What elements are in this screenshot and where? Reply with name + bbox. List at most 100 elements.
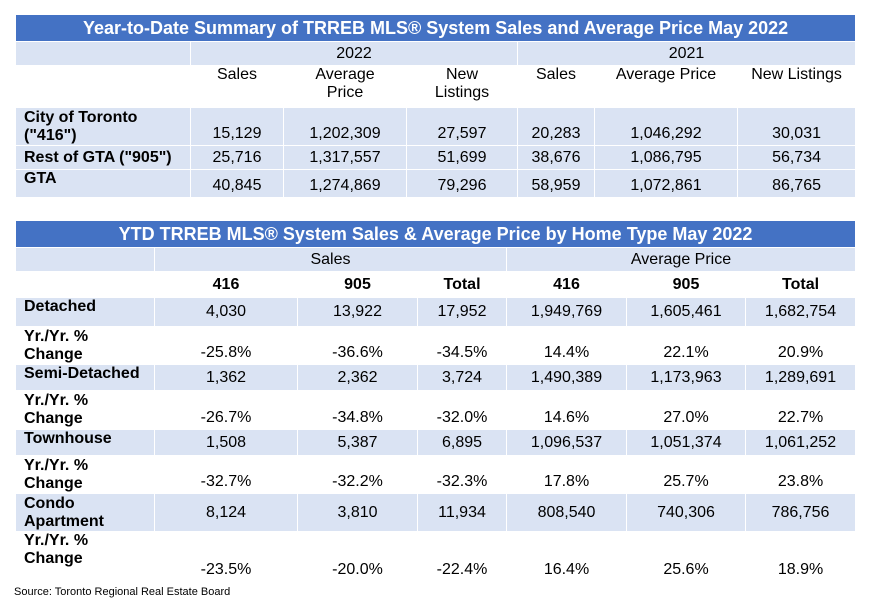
table-row: Yr./Yr. % Change -25.8% -36.6% -34.5% 14.… xyxy=(15,326,857,365)
new-listings-2021-header: New Listings xyxy=(736,65,857,108)
row-label-detached: Detached xyxy=(15,297,155,327)
table-cell: 27,597 xyxy=(406,107,518,146)
table-cell: 22.7% xyxy=(744,390,857,430)
row-label-yoy-change: Yr./Yr. % Change xyxy=(15,390,155,430)
table-cell: 22.1% xyxy=(626,326,746,365)
table-cell: 1,061,252 xyxy=(744,429,857,456)
table-cell: 1,046,292 xyxy=(594,107,738,146)
table1-row-rest-gta: Rest of GTA ("905") 25,716 1,317,557 51,… xyxy=(15,145,857,170)
row-label-yoy-change: Yr./Yr. % Change xyxy=(15,326,155,365)
table-cell: 5,387 xyxy=(297,429,418,456)
table-row: Yr./Yr. % Change -26.7% -34.8% -32.0% 14.… xyxy=(15,390,857,430)
table-cell: 11,934 xyxy=(417,493,507,532)
table-cell: -26.7% xyxy=(154,390,298,430)
table-cell: 25,716 xyxy=(190,145,284,170)
table-cell: -23.5% xyxy=(154,531,298,582)
table-cell: 14.6% xyxy=(506,390,627,430)
table-cell: 1,202,309 xyxy=(283,107,407,146)
table-cell: 17.8% xyxy=(506,455,627,494)
table-cell: 15,129 xyxy=(190,107,284,146)
table-cell: 17,952 xyxy=(417,297,507,327)
price-416-header: 416 xyxy=(506,271,627,298)
table-cell: 786,756 xyxy=(744,493,857,532)
table-cell: -20.0% xyxy=(297,531,418,582)
source-note: Source: Toronto Regional Real Estate Boa… xyxy=(14,586,231,598)
avg-price-2022-header: Average Price xyxy=(283,65,407,108)
row-label-townhouse: Townhouse xyxy=(15,429,155,456)
table-cell: 13,922 xyxy=(297,297,418,327)
table-row: Semi-Detached 1,362 2,362 3,724 1,490,38… xyxy=(15,364,857,391)
table-cell: 3,810 xyxy=(297,493,418,532)
table-cell: 3,724 xyxy=(417,364,507,391)
table-row: Detached 4,030 13,922 17,952 1,949,769 1… xyxy=(15,297,857,327)
table-cell: 1,051,374 xyxy=(626,429,746,456)
table-row: Yr./Yr. % Change -32.7% -32.2% -32.3% 17.… xyxy=(15,455,857,494)
table-cell: 1,605,461 xyxy=(626,297,746,327)
table-cell: 56,734 xyxy=(736,145,857,170)
home-type-table: YTD TRREB MLS® System Sales & Average Pr… xyxy=(14,220,857,582)
table-cell: 1,949,769 xyxy=(506,297,627,327)
table-cell: 1,362 xyxy=(154,364,298,391)
table-row: Townhouse 1,508 5,387 6,895 1,096,537 1,… xyxy=(15,429,857,456)
table-cell: 4,030 xyxy=(154,297,298,327)
table-cell: 2,362 xyxy=(297,364,418,391)
table1-row-gta: GTA 40,845 1,274,869 79,296 58,959 1,072… xyxy=(15,169,857,198)
table-cell: 1,490,389 xyxy=(506,364,627,391)
sales-416-header: 416 xyxy=(154,271,298,298)
table-cell: 1,173,963 xyxy=(626,364,746,391)
table-cell: 20.9% xyxy=(744,326,857,365)
table2-corner xyxy=(15,247,155,272)
table-cell: 1,682,754 xyxy=(744,297,857,327)
table-cell: -32.2% xyxy=(297,455,418,494)
row-label-yoy-change: Yr./Yr. % Change xyxy=(15,455,155,494)
table-cell: 86,765 xyxy=(736,169,857,198)
table-cell: -22.4% xyxy=(417,531,507,582)
table-cell: -34.8% xyxy=(297,390,418,430)
table-cell: 20,283 xyxy=(517,107,595,146)
row-label-condo-apartment: Condo Apartment xyxy=(15,493,155,532)
table-row: Condo Apartment 8,124 3,810 11,934 808,54… xyxy=(15,493,857,532)
table1-title: Year-to-Date Summary of TRREB MLS® Syste… xyxy=(14,14,857,42)
year-2022-header: 2022 xyxy=(190,41,518,66)
avg-price-group-header: Average Price xyxy=(505,247,857,272)
price-905-header: 905 xyxy=(626,271,746,298)
table-cell: 30,031 xyxy=(736,107,857,146)
table-cell: 1,086,795 xyxy=(594,145,738,170)
year-2021-header: 2021 xyxy=(516,41,857,66)
row-label-semi-detached: Semi-Detached xyxy=(15,364,155,391)
table-cell: 1,317,557 xyxy=(283,145,407,170)
table-cell: 1,072,861 xyxy=(594,169,738,198)
table-cell: 8,124 xyxy=(154,493,298,532)
table-cell: 6,895 xyxy=(417,429,507,456)
table2-title: YTD TRREB MLS® System Sales & Average Pr… xyxy=(14,220,857,248)
sales-group-header: Sales xyxy=(154,247,507,272)
table-cell: -34.5% xyxy=(417,326,507,365)
row-label-yoy-change: Yr./Yr. % Change xyxy=(15,531,155,582)
row-label-rest-gta: Rest of GTA ("905") xyxy=(15,145,191,170)
table-cell: -25.8% xyxy=(154,326,298,365)
table-cell: 23.8% xyxy=(744,455,857,494)
sales-2021-header: Sales xyxy=(517,65,595,108)
table-cell: 38,676 xyxy=(517,145,595,170)
table-cell: 51,699 xyxy=(406,145,518,170)
ytd-summary-table: Year-to-Date Summary of TRREB MLS® Syste… xyxy=(14,14,857,198)
table-row: Yr./Yr. % Change -23.5% -20.0% -22.4% 16.… xyxy=(15,531,857,582)
table-cell: 1,289,691 xyxy=(744,364,857,391)
table1-corner xyxy=(15,41,191,66)
table-cell: 25.6% xyxy=(626,531,746,582)
row-label-toronto: City of Toronto ("416") xyxy=(15,107,191,146)
sales-2022-header: Sales xyxy=(190,65,284,108)
sales-905-header: 905 xyxy=(297,271,418,298)
table1-row-toronto: City of Toronto ("416") 15,129 1,202,309 … xyxy=(15,107,857,146)
table-cell: 1,096,537 xyxy=(506,429,627,456)
table-cell: -32.3% xyxy=(417,455,507,494)
table2-header-blank xyxy=(15,271,155,298)
table-cell: -32.0% xyxy=(417,390,507,430)
sales-total-header: Total xyxy=(417,271,507,298)
table-cell: 1,508 xyxy=(154,429,298,456)
table1-header-blank xyxy=(15,65,191,108)
table-cell: 58,959 xyxy=(517,169,595,198)
row-label-gta: GTA xyxy=(15,169,191,198)
table-cell: 16.4% xyxy=(506,531,627,582)
table-cell: -32.7% xyxy=(154,455,298,494)
